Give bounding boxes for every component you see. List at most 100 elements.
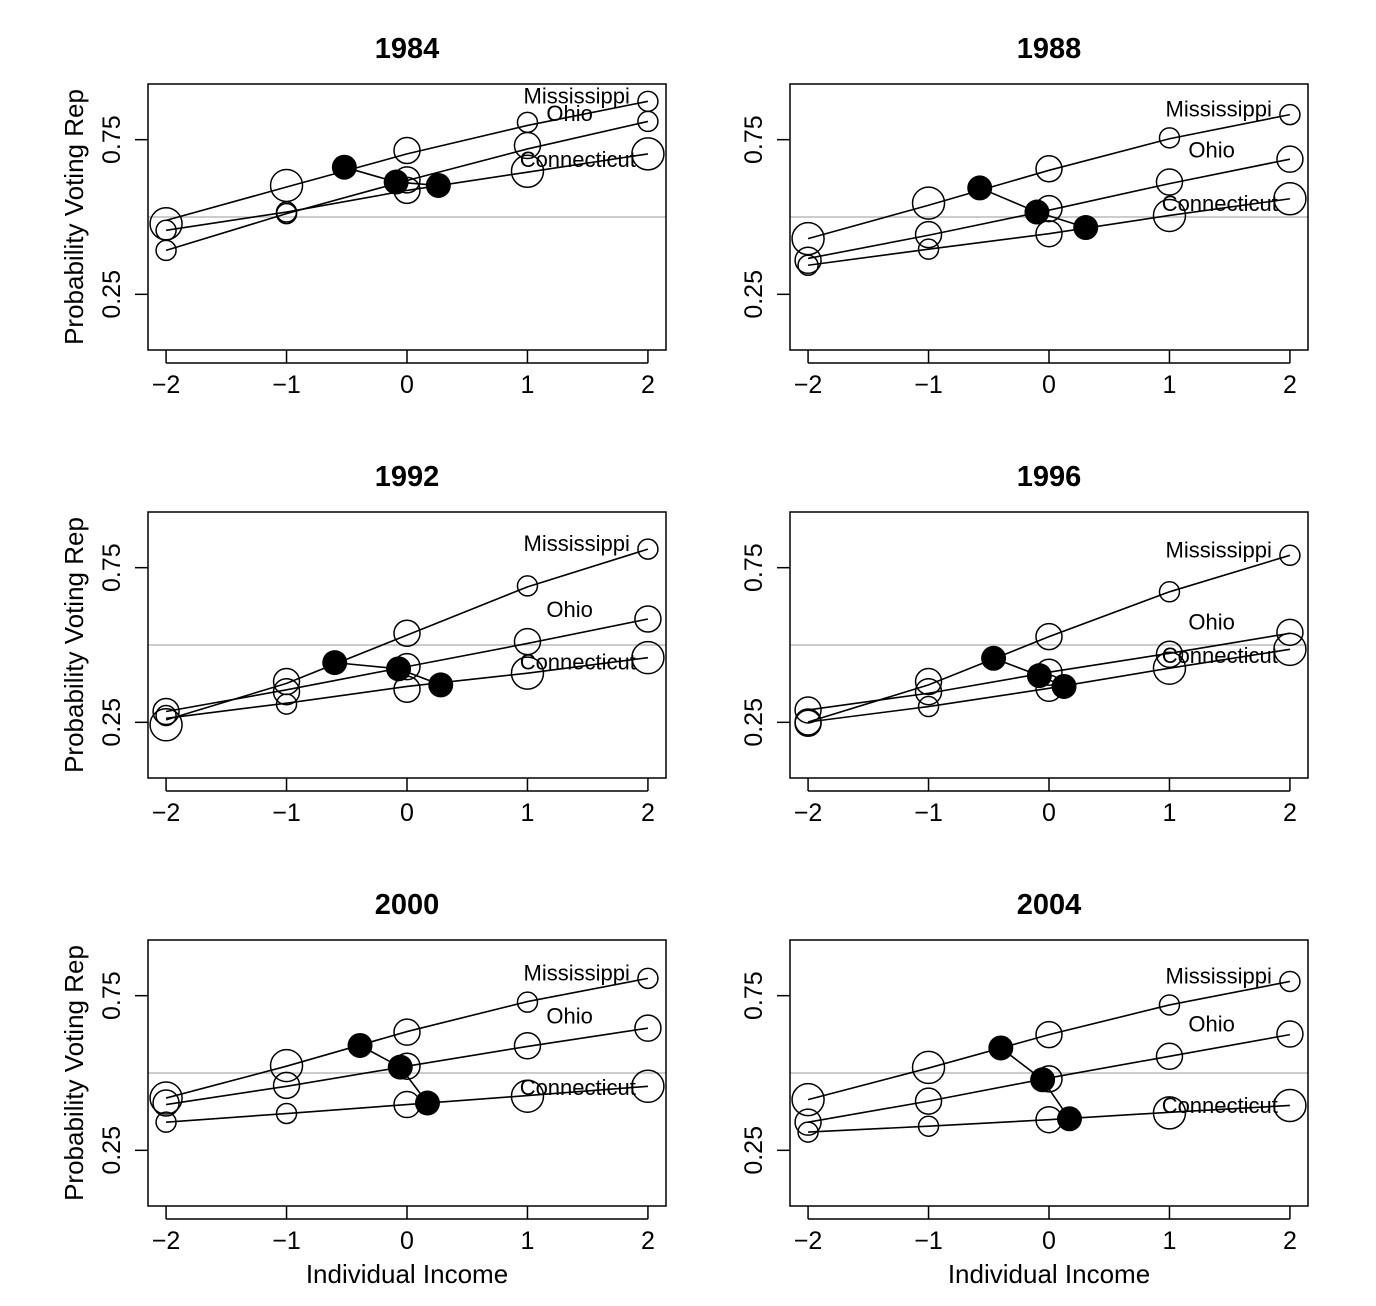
fit-line xyxy=(807,197,1291,267)
series-mississippi: Mississippi xyxy=(149,531,659,742)
data-point xyxy=(914,220,943,249)
data-point xyxy=(1155,168,1184,196)
series-label: Connecticut xyxy=(1162,1093,1278,1118)
y-tick-label: 0.25 xyxy=(740,698,768,747)
fit-line xyxy=(807,113,1291,240)
data-point xyxy=(1279,103,1301,126)
state-average-point xyxy=(1056,1106,1082,1132)
series-connecticut: Connecticut xyxy=(797,182,1307,277)
x-tick-label: 2 xyxy=(1283,799,1297,827)
x-tick-label: 0 xyxy=(1042,1227,1056,1255)
data-point xyxy=(155,239,177,262)
series-label: Mississippi xyxy=(1166,963,1272,988)
series-mississippi: Mississippi xyxy=(791,97,1301,256)
fit-line xyxy=(807,980,1291,1101)
data-point xyxy=(917,695,940,718)
series-label: Ohio xyxy=(1188,609,1234,634)
data-point xyxy=(914,1087,943,1115)
panel-1988: 1988 −2 −1 0 1 2 0.25 0.75 Mississippi Ohio Connec… xyxy=(740,33,1309,399)
y-tick-label: 0.25 xyxy=(98,1126,126,1175)
x-tick-label: −1 xyxy=(914,799,943,827)
data-point xyxy=(917,1115,940,1137)
data-point xyxy=(510,656,545,690)
x-tick-label: −1 xyxy=(272,799,301,827)
state-average-point xyxy=(322,650,348,676)
state-average-point xyxy=(425,172,451,198)
y-tick-label: 0.75 xyxy=(98,543,126,592)
data-point xyxy=(1035,1020,1063,1049)
data-point xyxy=(1158,994,1181,1016)
x-tick-label: −1 xyxy=(914,1227,943,1255)
series-label: Mississippi xyxy=(1166,537,1272,562)
series-mississippi: Mississippi xyxy=(791,963,1301,1117)
x-tick-label: 1 xyxy=(1163,371,1177,399)
panel-2004: 2004 −2 −1 0 1 2 0.25 0.75 Individual Income Miss… xyxy=(740,889,1309,1289)
fit-line xyxy=(165,977,649,1099)
data-point xyxy=(1035,154,1063,183)
data-point xyxy=(637,967,659,990)
state-average-point xyxy=(387,1054,413,1080)
x-tick-label: −2 xyxy=(152,799,181,827)
x-tick-label: −2 xyxy=(794,371,823,399)
series-label: Ohio xyxy=(546,1003,592,1028)
series-label: Mississippi xyxy=(524,83,630,108)
state-average-point xyxy=(1030,1067,1056,1093)
x-tick-label: 0 xyxy=(400,799,414,827)
x-tick-label: 0 xyxy=(1042,371,1056,399)
x-tick-label: 0 xyxy=(1042,799,1056,827)
data-point xyxy=(794,709,822,738)
x-tick-label: 1 xyxy=(1163,1227,1177,1255)
data-point xyxy=(513,1032,542,1060)
x-tick-label: −1 xyxy=(272,371,301,399)
data-point xyxy=(1273,632,1307,667)
series-connecticut: Connecticut xyxy=(155,640,665,727)
data-point xyxy=(1152,651,1187,685)
data-point xyxy=(1158,581,1181,603)
data-point xyxy=(275,1102,298,1125)
y-tick-label: 0.75 xyxy=(740,543,768,592)
data-point xyxy=(516,991,539,1013)
data-point xyxy=(510,1079,545,1113)
fit-line xyxy=(165,548,649,721)
data-point xyxy=(914,667,943,696)
fit-line xyxy=(807,554,1291,723)
data-point xyxy=(516,575,539,597)
data-point xyxy=(1035,219,1063,248)
x-tick-label: 2 xyxy=(1283,1227,1297,1255)
data-point xyxy=(791,1082,825,1117)
series-ohio: Ohio xyxy=(794,609,1304,724)
data-point xyxy=(1276,618,1304,647)
data-point xyxy=(637,110,659,133)
x-tick-label: 2 xyxy=(641,799,655,827)
data-point xyxy=(911,186,946,220)
y-axis-label: Probability Voting Rep xyxy=(59,945,89,1201)
data-point xyxy=(1158,127,1181,149)
data-point xyxy=(149,1081,183,1115)
data-point xyxy=(1276,1020,1304,1048)
series-label: Connecticut xyxy=(520,1075,636,1100)
data-point xyxy=(275,693,298,715)
y-tick-label: 0.25 xyxy=(98,270,126,319)
data-point xyxy=(269,168,304,203)
series-label: Connecticut xyxy=(1162,191,1278,216)
panel-title: 2004 xyxy=(1017,889,1082,921)
data-point xyxy=(914,677,943,706)
data-point xyxy=(1155,640,1184,669)
panel-title: 1996 xyxy=(1017,461,1082,493)
data-point xyxy=(275,201,298,223)
data-point xyxy=(634,1014,662,1042)
series-connecticut: Connecticut xyxy=(797,1088,1307,1143)
x-tick-label: 2 xyxy=(641,1227,655,1255)
y-axis-label: Probability Voting Rep xyxy=(59,517,89,773)
series-connecticut: Connecticut xyxy=(794,632,1307,738)
data-point xyxy=(1273,1088,1307,1123)
panel-1996: 1996 −2 −1 0 1 2 0.25 0.75 Mississippi Ohio Connec… xyxy=(740,461,1309,827)
fit-line xyxy=(165,656,649,720)
data-point xyxy=(272,1071,301,1100)
x-tick-label: −2 xyxy=(152,1227,181,1255)
x-axis-label: Individual Income xyxy=(948,1259,1150,1289)
series-label: Mississippi xyxy=(524,531,630,556)
data-point xyxy=(269,1048,304,1083)
data-point xyxy=(272,677,301,706)
y-axis-label: Probability Voting Rep xyxy=(59,89,89,345)
